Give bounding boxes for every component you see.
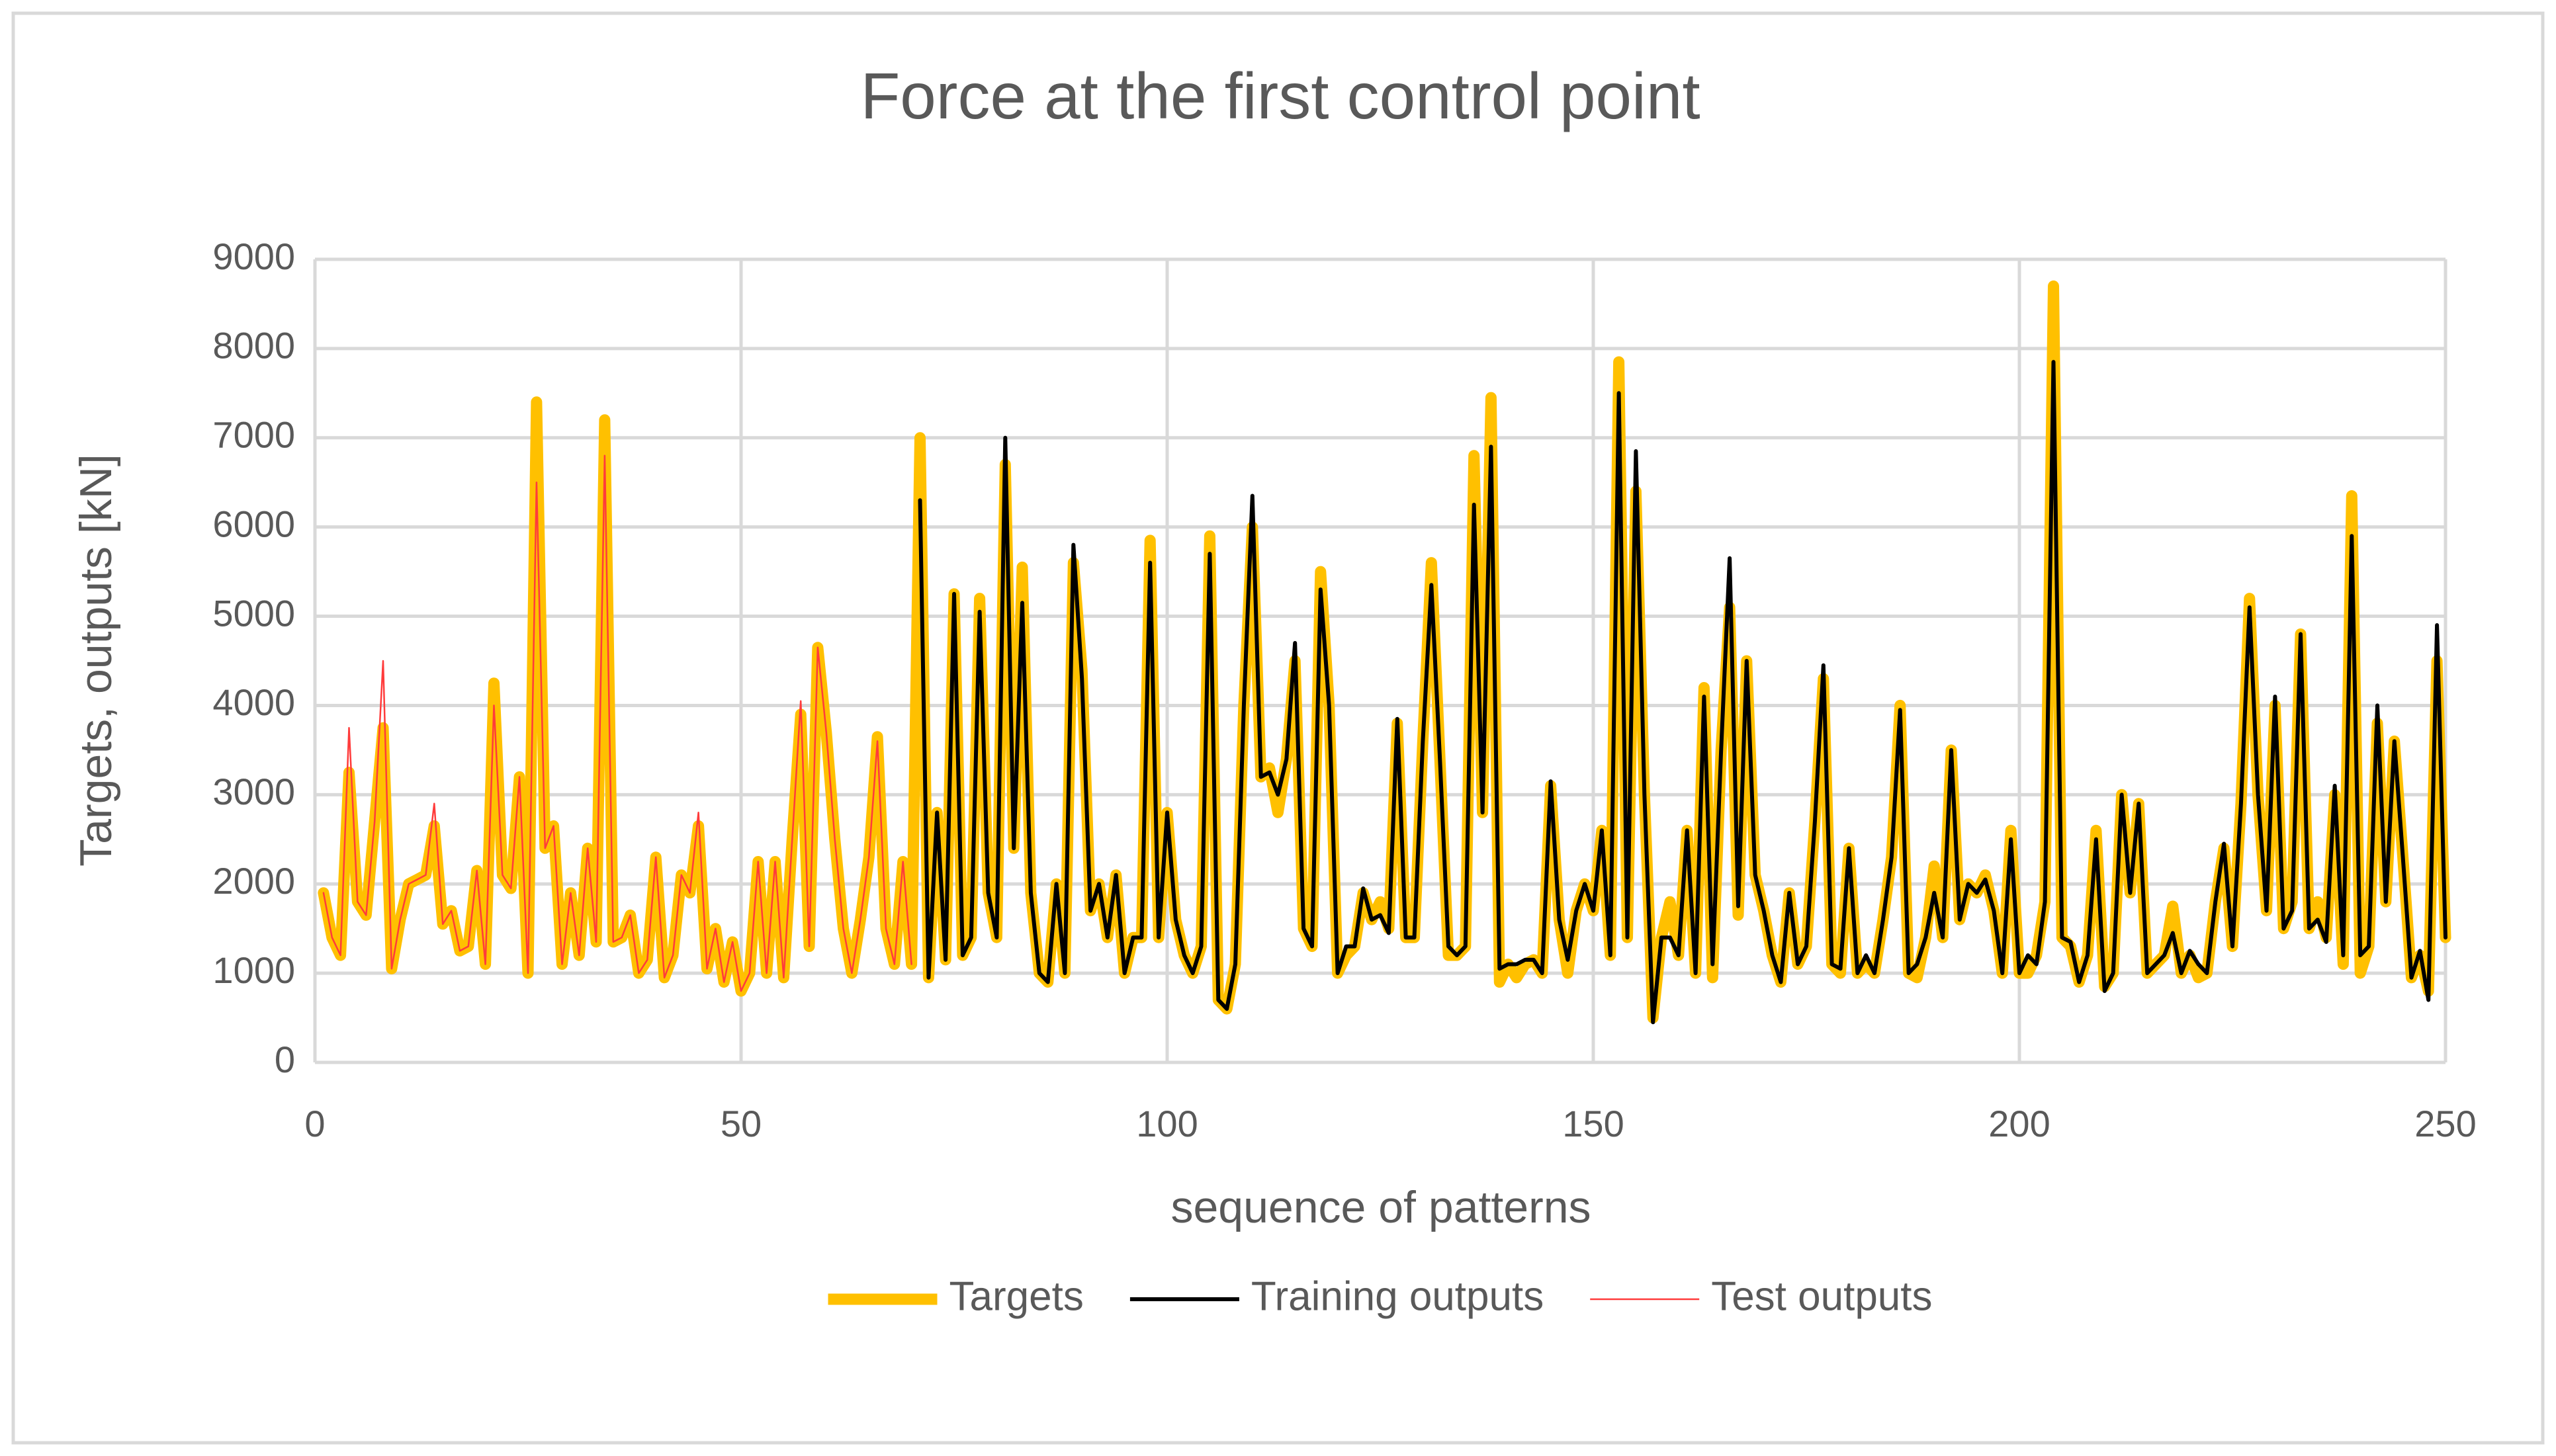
x-tick-label: 0 xyxy=(304,1103,325,1144)
legend: Targets Training outputs Test outputs xyxy=(828,1273,1933,1319)
y-axis-label: Targets, outputs [kN] xyxy=(71,454,121,867)
x-tick-label: 150 xyxy=(1562,1103,1624,1144)
legend-label: Targets xyxy=(949,1273,1084,1319)
y-tick-label: 9000 xyxy=(212,236,295,277)
y-tick-label: 7000 xyxy=(212,414,295,456)
series-line xyxy=(918,360,2447,1025)
y-tick-label: 0 xyxy=(275,1039,295,1080)
series-line xyxy=(322,454,912,992)
x-axis-label: sequence of patterns xyxy=(1170,1182,1591,1232)
x-tick-label: 250 xyxy=(2414,1103,2476,1144)
chart-title: Force at the first control point xyxy=(860,60,1700,132)
grid: 0 1000 2000 3000 4000 5000 6000 7000 8000 9000 0 50… xyxy=(212,236,2476,1144)
x-tick-label: 50 xyxy=(721,1103,762,1144)
legend-item: Targets xyxy=(828,1273,1084,1319)
legend-item: Training outputs xyxy=(1129,1273,1544,1319)
y-tick-label: 2000 xyxy=(212,860,295,902)
y-tick-label: 3000 xyxy=(212,771,295,812)
legend-label: Training outputs xyxy=(1251,1273,1544,1319)
y-tick-label: 1000 xyxy=(212,949,295,991)
y-tick-label: 8000 xyxy=(212,325,295,366)
y-tick-label: 6000 xyxy=(212,503,295,544)
x-tick-label: 100 xyxy=(1136,1103,1198,1144)
y-tick-label: 4000 xyxy=(212,681,295,723)
chart-border xyxy=(11,11,2545,1445)
legend-label: Test outputs xyxy=(1711,1273,1932,1319)
legend-item: Test outputs xyxy=(1590,1273,1933,1319)
y-tick-label: 5000 xyxy=(212,592,295,634)
x-tick-label: 200 xyxy=(1988,1103,2050,1144)
plot-lines xyxy=(318,280,2451,1025)
